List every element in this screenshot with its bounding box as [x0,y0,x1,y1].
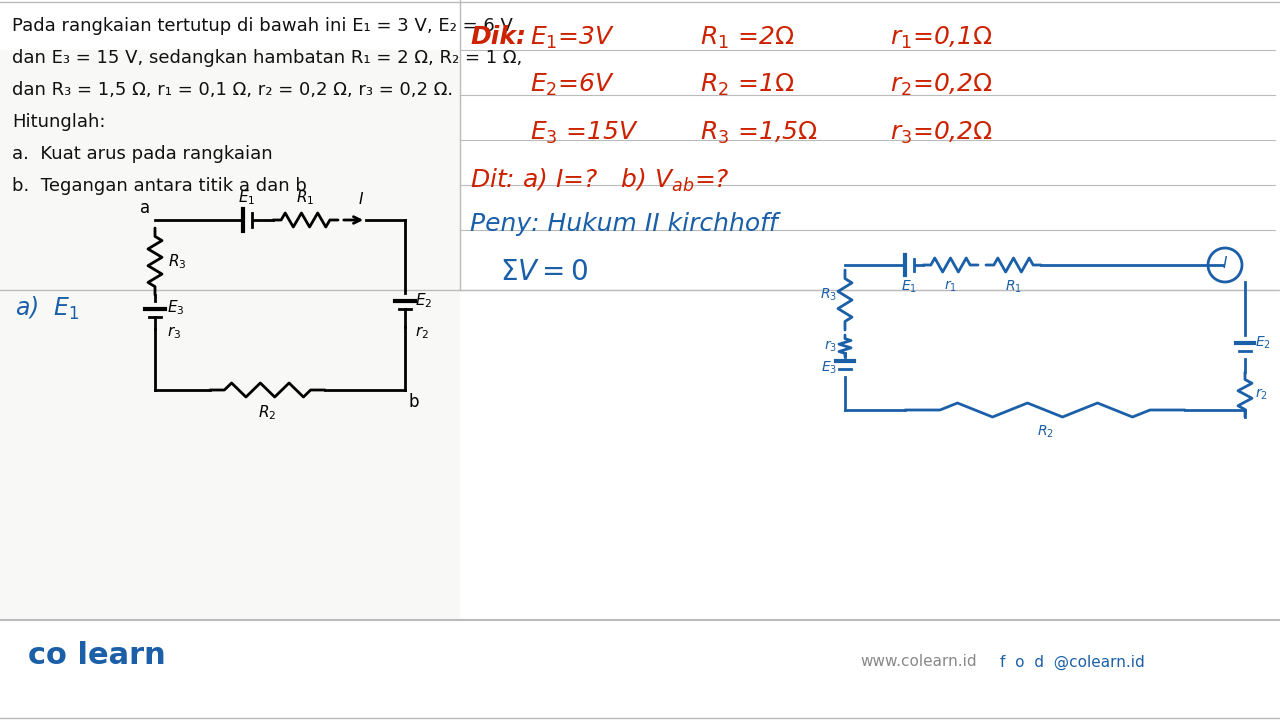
Text: I: I [1222,256,1228,271]
Text: Hitunglah:: Hitunglah: [12,113,105,131]
Text: b: b [408,393,419,411]
Text: b.  Tegangan antara titik a dan b: b. Tegangan antara titik a dan b [12,177,307,195]
Text: $r_1$=0,1$\Omega$: $r_1$=0,1$\Omega$ [890,25,993,51]
Text: a: a [140,199,150,217]
Text: Dik:: Dik: [470,25,526,49]
Text: $r_3$=0,2$\Omega$: $r_3$=0,2$\Omega$ [890,120,993,146]
Text: dan E₃ = 15 V, sedangkan hambatan R₁ = 2 Ω, R₂ = 1 Ω,: dan E₃ = 15 V, sedangkan hambatan R₁ = 2… [12,49,522,67]
Text: f  o  d  @colearn.id: f o d @colearn.id [1000,654,1144,670]
Text: $E_1$=3V: $E_1$=3V [530,25,616,51]
Text: $r_2$: $r_2$ [1254,387,1268,402]
Text: $E_2$: $E_2$ [1254,335,1271,351]
Text: $r_3$: $r_3$ [824,338,837,354]
Bar [0,50,460,620]
Text: $r_2$: $r_2$ [415,325,429,341]
Text: $R_1$: $R_1$ [297,189,315,207]
Text: $R_2$ =1$\Omega$: $R_2$ =1$\Omega$ [700,72,795,98]
Text: $R_3$ =1,5$\Omega$: $R_3$ =1,5$\Omega$ [700,120,818,146]
Text: co learn: co learn [28,641,165,670]
Text: a.  Kuat arus pada rangkaian: a. Kuat arus pada rangkaian [12,145,273,163]
Text: Dit: a) I=?   b) $V_{ab}$=?: Dit: a) I=? b) $V_{ab}$=? [470,167,730,194]
Text: $E_2$=6V: $E_2$=6V [530,72,616,98]
Text: $r_2$=0,2$\Omega$: $r_2$=0,2$\Omega$ [890,72,993,98]
Text: a)  $E_1$: a) $E_1$ [15,295,79,323]
Text: $R_2$: $R_2$ [1037,424,1053,441]
Text: $R_2$: $R_2$ [259,403,276,422]
Text: $E_3$: $E_3$ [820,360,837,376]
Text: Pada rangkaian tertutup di bawah ini E₁ = 3 V, E₂ = 6 V: Pada rangkaian tertutup di bawah ini E₁ … [12,17,513,35]
Text: $E_2$: $E_2$ [415,292,433,310]
Text: $r_1$: $r_1$ [945,279,957,294]
Text: dan R₃ = 1,5 Ω, r₁ = 0,1 Ω, r₂ = 0,2 Ω, r₃ = 0,2 Ω.: dan R₃ = 1,5 Ω, r₁ = 0,1 Ω, r₂ = 0,2 Ω, … [12,81,453,99]
Text: $R_1$: $R_1$ [1005,279,1021,295]
Text: $E_3$: $E_3$ [166,299,184,318]
Bar [460,50,1280,620]
Text: $R_1$ =2$\Omega$: $R_1$ =2$\Omega$ [700,25,795,51]
Text: $R_3$: $R_3$ [820,287,837,303]
Text: Peny: Hukum II kirchhoff: Peny: Hukum II kirchhoff [470,212,778,236]
Text: $I$: $I$ [358,191,364,207]
Text: $E_3$ =15V: $E_3$ =15V [530,120,639,146]
Text: $r_3$: $r_3$ [166,325,182,341]
Text: $\Sigma V=0$: $\Sigma V=0$ [500,258,589,286]
Text: $E_1$: $E_1$ [901,279,916,295]
Text: $R_3$: $R_3$ [168,252,187,271]
Text: $E_1$: $E_1$ [238,189,256,207]
Text: www.colearn.id: www.colearn.id [860,654,977,670]
